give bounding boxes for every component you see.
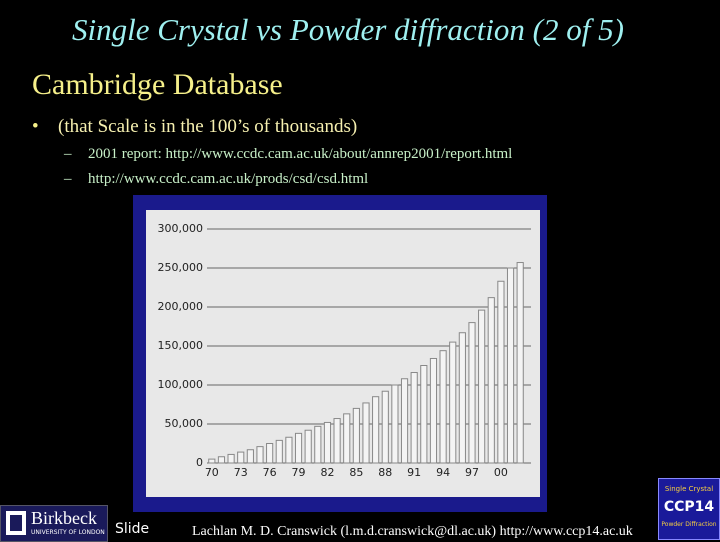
bar (333, 418, 341, 464)
bar (256, 446, 264, 464)
x-tick-label: 97 (465, 466, 479, 479)
y-tick-label: 100,000 (158, 378, 204, 391)
slide-label: Slide (115, 521, 150, 537)
birkbeck-logo: Birkbeck UNIVERSITY OF LONDON (0, 505, 108, 542)
y-tick-label: 0 (196, 456, 203, 469)
bar (352, 407, 360, 464)
x-tick-label: 00 (494, 466, 508, 479)
bar (294, 432, 303, 464)
y-tick-label: 200,000 (158, 300, 204, 313)
bar (343, 413, 351, 464)
bar (275, 439, 283, 464)
bar (208, 458, 216, 464)
badge-line: Powder Diffraction (661, 521, 717, 528)
x-tick-label: 70 (205, 466, 219, 479)
badge-line: Single Crystal (664, 485, 714, 493)
x-tick-label: 76 (263, 466, 277, 479)
bar (266, 443, 274, 464)
x-tick-label: 82 (320, 466, 334, 479)
bar (420, 365, 428, 464)
logo-sub: UNIVERSITY OF LONDON (31, 529, 105, 536)
bar (487, 297, 495, 464)
bar (362, 402, 370, 464)
bar (449, 341, 457, 464)
y-tick-label: 50,000 (165, 417, 204, 430)
x-tick-label: 91 (407, 466, 421, 479)
bar (458, 332, 466, 464)
sub-bullet: 2001 report: http://www.ccdc.cam.ac.uk/a… (64, 146, 512, 163)
bar (400, 378, 409, 464)
x-tick-label: 73 (234, 466, 248, 479)
bar (372, 396, 380, 464)
bar (237, 451, 245, 464)
bar (439, 350, 447, 464)
bar (227, 453, 235, 464)
footer-credit: Lachlan M. D. Cranswick (l.m.d.cranswick… (192, 524, 633, 539)
bar (285, 436, 293, 464)
x-tick-label: 94 (436, 466, 450, 479)
bar (410, 372, 418, 464)
badge-line: CCP14 (663, 499, 715, 515)
slide-title: Single Crystal vs Powder diffraction (2 … (72, 12, 624, 47)
bar (497, 280, 505, 464)
crest (6, 511, 26, 535)
bar (429, 357, 438, 464)
bar (217, 456, 226, 464)
x-tick-label: 79 (292, 466, 306, 479)
x-tick-label: 88 (378, 466, 392, 479)
logo-name: Birkbeck (31, 508, 97, 528)
bar (391, 384, 399, 464)
ccp14-badge: Single Crystal CCP14 Powder Diffraction (658, 478, 720, 540)
y-tick-label: 300,000 (158, 222, 204, 235)
bar (478, 309, 486, 464)
bar (516, 262, 524, 464)
x-tick-label: 85 (349, 466, 363, 479)
sub-bullet: http://www.ccdc.cam.ac.uk/prods/csd/csd.… (64, 171, 368, 188)
bar (246, 449, 254, 464)
chart: 0 50,000 100,000 150,000 200,000 250,000 300,0… (133, 195, 547, 512)
bar (314, 425, 322, 464)
bar (506, 267, 515, 464)
bar (468, 322, 476, 464)
bar (381, 390, 389, 464)
y-tick-label: 150,000 (158, 339, 204, 352)
heading: Cambridge Database (32, 68, 283, 101)
bar (304, 429, 312, 464)
bullet: (that Scale is in the 100’s of thousands… (32, 116, 357, 138)
bar (323, 421, 332, 464)
y-tick-label: 250,000 (158, 261, 204, 274)
